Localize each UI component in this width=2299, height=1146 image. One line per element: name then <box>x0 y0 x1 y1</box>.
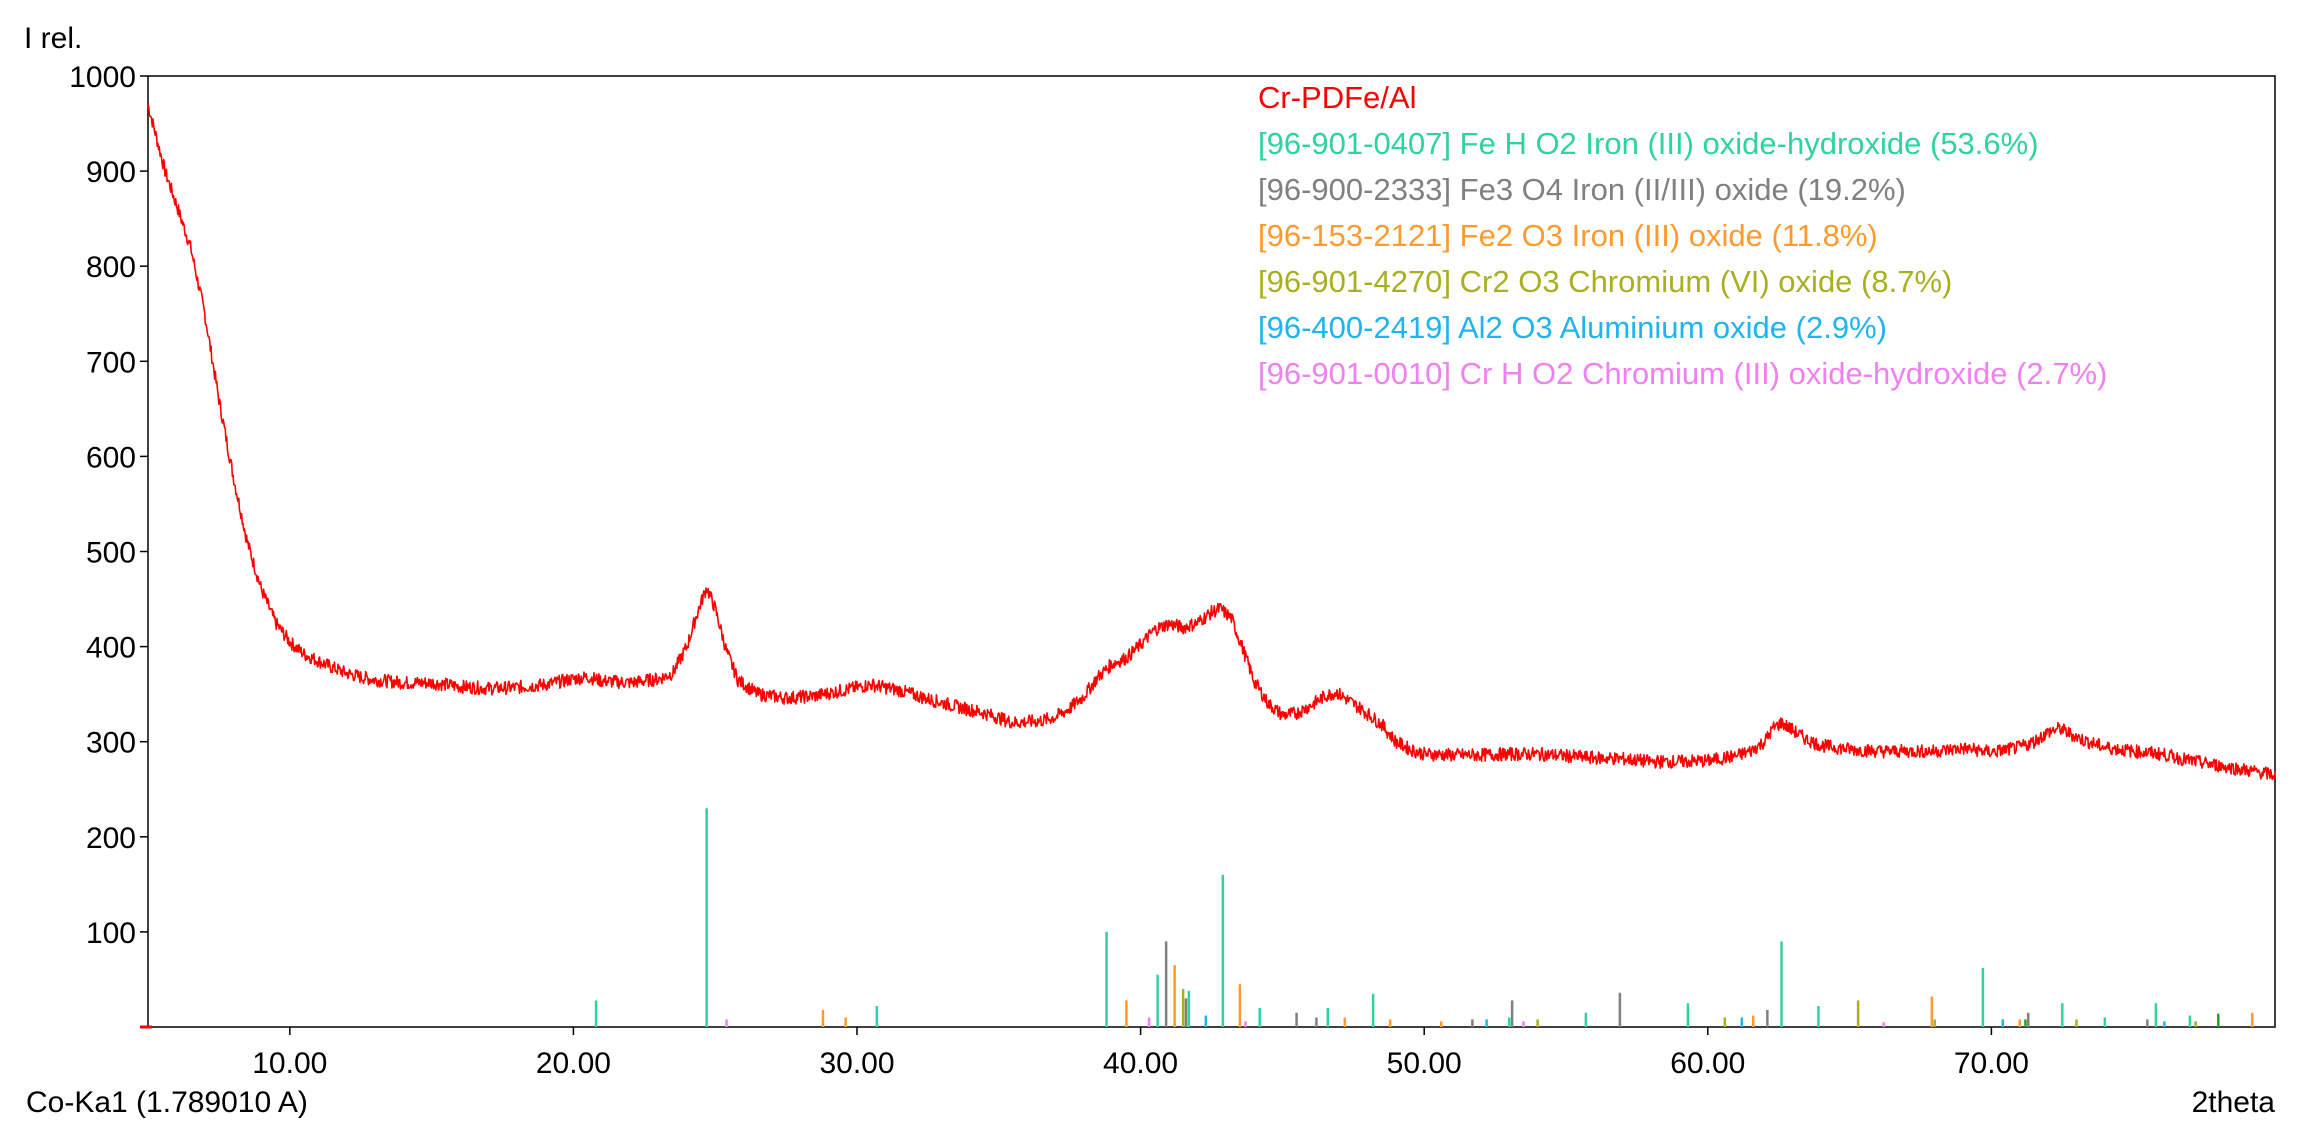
x-tick-label: 10.00 <box>252 1047 327 1080</box>
x-tick-label: 60.00 <box>1670 1047 1745 1080</box>
y-tick-label: 600 <box>86 441 136 474</box>
axes-group <box>140 75 2276 1029</box>
y-tick-label: 300 <box>86 727 136 760</box>
diffraction-pattern <box>147 104 2276 781</box>
y-axis-title: I rel. <box>24 22 82 55</box>
y-tick-label: 100 <box>86 917 136 950</box>
y-tick-label: 900 <box>86 156 136 189</box>
x-tick-label: 30.00 <box>819 1047 894 1080</box>
x-axis-title: 2theta <box>2192 1086 2276 1119</box>
legend-entry-phase: [96-153-2121] Fe2 O3 Iron (III) oxide (1… <box>1258 218 1878 253</box>
legend-entry-phase: [96-901-4270] Cr2 O3 Chromium (VI) oxide… <box>1258 264 1952 299</box>
x-tick-label: 70.00 <box>1954 1047 2029 1080</box>
x-tick-label: 50.00 <box>1387 1047 1462 1080</box>
legend-entry-pattern: Cr-PDFe/Al <box>1258 80 1416 115</box>
legend-entry-phase: [96-901-0407] Fe H O2 Iron (III) oxide-h… <box>1258 126 2039 161</box>
y-tick-label: 700 <box>86 346 136 379</box>
radiation-label: Co-Ka1 (1.789010 A) <box>26 1086 308 1119</box>
legend-entry-phase: [96-900-2333] Fe3 O4 Iron (II/III) oxide… <box>1258 172 1906 207</box>
phase-sticks <box>594 808 2254 1027</box>
y-tick-label: 800 <box>86 251 136 284</box>
y-tick-label: 200 <box>86 822 136 855</box>
x-tick-label: 40.00 <box>1103 1047 1178 1080</box>
y-tick-label: 1000 <box>69 61 136 94</box>
y-tick-label: 400 <box>86 632 136 665</box>
y-tick-label: 500 <box>86 537 136 570</box>
legend: Cr-PDFe/Al [96-901-0407] Fe H O2 Iron (II… <box>1258 80 2107 391</box>
pattern-line <box>147 104 2276 781</box>
legend-entry-phase: [96-901-0010] Cr H O2 Chromium (III) oxi… <box>1258 356 2107 391</box>
legend-entry-phase: [96-400-2419] Al2 O3 Aluminium oxide (2.… <box>1258 310 1887 345</box>
plot-frame <box>147 75 2276 1028</box>
x-tick-label: 20.00 <box>536 1047 611 1080</box>
tick-labels: 100 200 300 400 500 600 700 800 900 1000 10.00 20.0… <box>69 61 2029 1080</box>
